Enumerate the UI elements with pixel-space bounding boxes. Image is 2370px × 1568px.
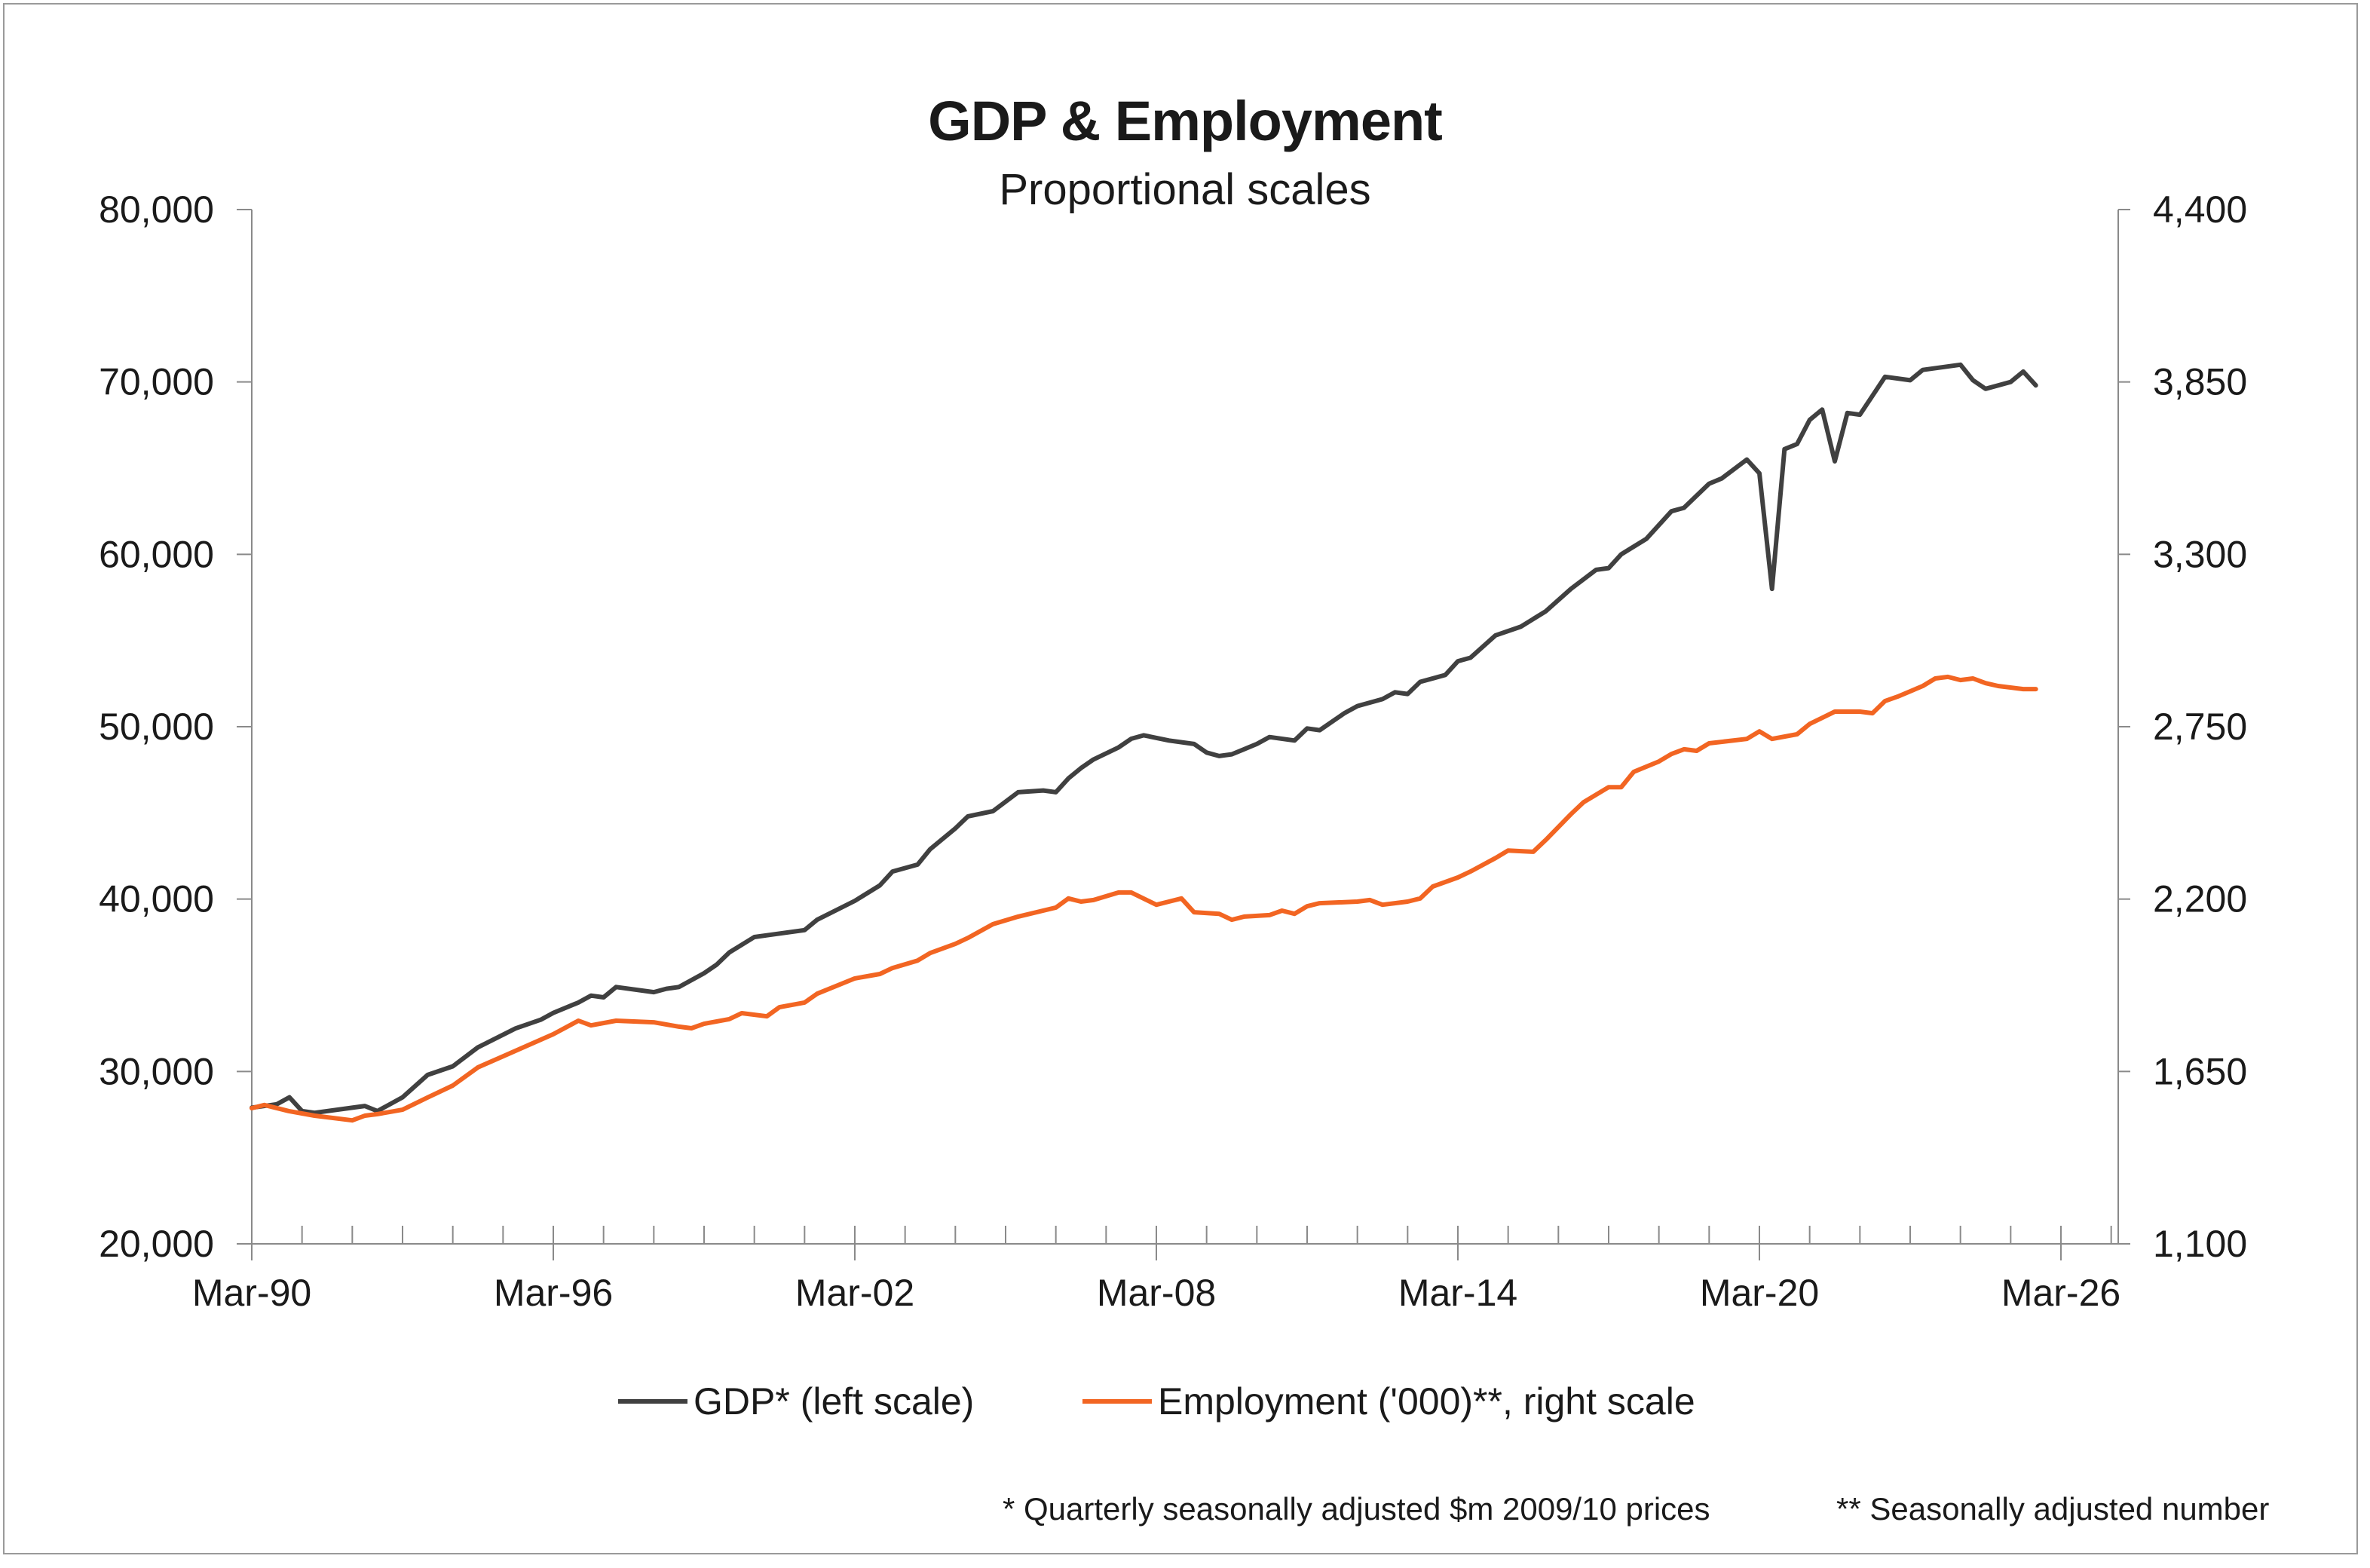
chart-title: GDP & Employment	[928, 90, 1443, 152]
y-left-tick-label: 20,000	[99, 1223, 214, 1265]
footnote-employment: ** Seasonally adjusted number	[1836, 1491, 2270, 1527]
x-tick-label: Mar-08	[1097, 1272, 1216, 1314]
employment-line	[250, 674, 2038, 1123]
y-left-tick-label: 30,000	[99, 1050, 214, 1092]
legend-swatch-gdp	[618, 1399, 687, 1404]
x-tick-label: Mar-02	[795, 1272, 914, 1314]
y-right-tick-label: 3,300	[2153, 533, 2247, 575]
y-left-tick-label: 60,000	[99, 533, 214, 575]
y-right-tick-label: 4,400	[2153, 188, 2247, 231]
y-right-tick-label: 3,850	[2153, 361, 2247, 403]
y-right-tick-label: 2,200	[2153, 878, 2247, 920]
legend-label-gdp: GDP* (left scale)	[694, 1380, 975, 1423]
legend-swatch-employment	[1082, 1399, 1152, 1404]
x-tick-label: Mar-26	[2001, 1272, 2120, 1314]
legend-item-gdp: GDP* (left scale)	[618, 1380, 974, 1423]
footnote-gdp: * Quarterly seasonally adjusted $m 2009/…	[1003, 1491, 1710, 1527]
y-right-tick-label: 2,750	[2153, 706, 2247, 748]
legend-item-employment: Employment ('000)**, right scale	[1082, 1380, 1695, 1423]
y-left-tick-label: 40,000	[99, 878, 214, 920]
x-tick-label: Mar-90	[192, 1272, 311, 1314]
x-tick-label: Mar-14	[1398, 1272, 1517, 1314]
y-right-tick-label: 1,650	[2153, 1050, 2247, 1092]
y-right-tick-label: 1,100	[2153, 1223, 2247, 1265]
chart-subtitle: Proportional scales	[999, 165, 1371, 214]
x-tick-label: Mar-20	[1700, 1272, 1819, 1314]
y-left-tick-label: 50,000	[99, 706, 214, 748]
y-left-tick-label: 80,000	[99, 188, 214, 231]
chart-frame	[3, 3, 2358, 1554]
x-tick-label: Mar-96	[494, 1272, 613, 1314]
y-left-tick-label: 70,000	[99, 361, 214, 403]
legend-label-employment: Employment ('000)**, right scale	[1158, 1380, 1695, 1423]
